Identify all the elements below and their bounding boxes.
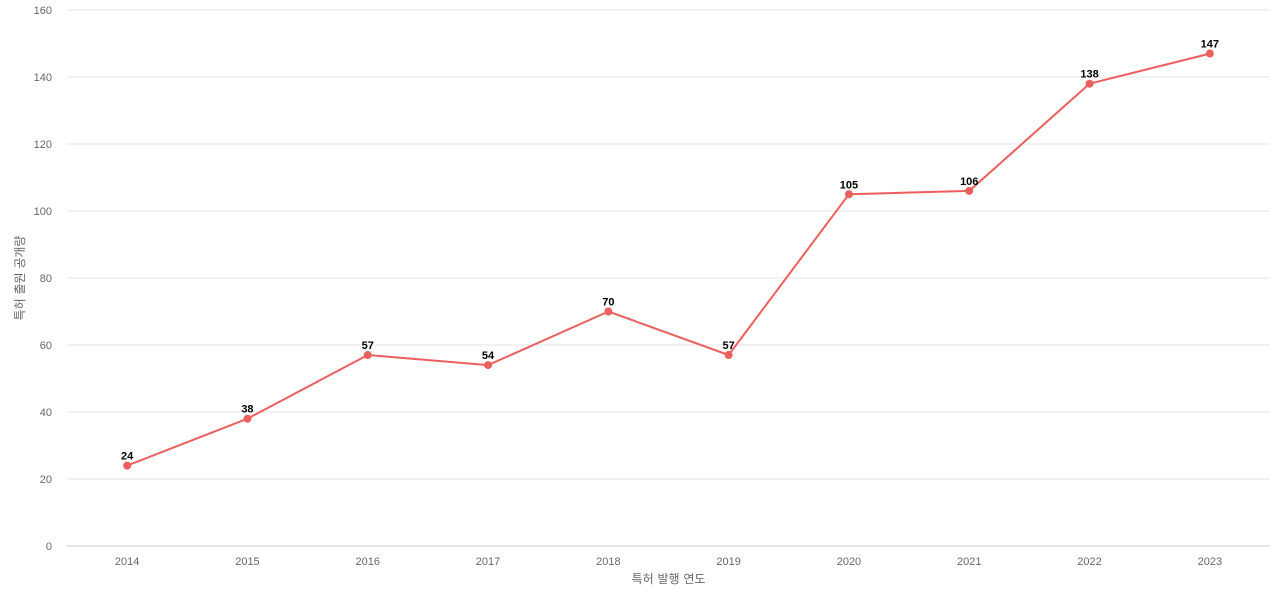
x-tick-label: 2018 — [596, 556, 620, 568]
y-axis-ticks: 0 20 40 60 80 100 120 140 160 — [34, 5, 52, 553]
x-tick-label: 2019 — [716, 556, 740, 568]
y-tick-label: 120 — [34, 139, 52, 151]
x-tick-label: 2016 — [356, 556, 380, 568]
data-label: 57 — [362, 340, 374, 352]
data-labels: 24 38 57 54 70 57 105 106 138 147 — [121, 39, 1219, 463]
y-tick-label: 0 — [46, 541, 52, 553]
data-label: 147 — [1201, 39, 1219, 51]
y-tick-label: 100 — [34, 206, 52, 218]
y-grid — [67, 9, 1270, 480]
data-label: 57 — [723, 340, 735, 352]
x-tick-label: 2022 — [1077, 556, 1101, 568]
x-tick-label: 2021 — [957, 556, 981, 568]
x-tick-label: 2023 — [1198, 556, 1222, 568]
data-label: 54 — [482, 350, 495, 362]
data-label: 106 — [960, 176, 978, 188]
data-label: 24 — [121, 451, 134, 463]
data-label: 105 — [840, 179, 858, 191]
data-point — [243, 414, 252, 423]
data-point — [363, 351, 372, 360]
x-axis-title: 특허 발행 연도 — [632, 571, 706, 586]
y-tick-label: 20 — [40, 474, 52, 486]
data-point — [724, 351, 733, 360]
data-point — [965, 186, 974, 195]
data-point — [1085, 79, 1094, 88]
x-tick-label: 2014 — [115, 556, 139, 568]
data-point — [484, 361, 493, 370]
y-tick-label: 40 — [40, 407, 52, 419]
x-tick-label: 2015 — [235, 556, 259, 568]
data-point — [123, 461, 132, 470]
series-line — [126, 52, 1211, 467]
y-tick-label: 80 — [40, 273, 52, 285]
x-axis-ticks: 2014 2015 2016 2017 2018 2019 2020 2021 2022 2023 — [115, 556, 1222, 568]
x-tick-label: 2017 — [476, 556, 500, 568]
series-layer: 24 38 57 54 70 57 105 106 138 147 — [121, 39, 1219, 470]
data-point — [844, 190, 853, 199]
y-tick-label: 60 — [40, 340, 52, 352]
data-label: 138 — [1080, 69, 1098, 81]
y-axis-title: 특허 출원 공개량 — [13, 236, 27, 321]
y-tick-label: 160 — [34, 5, 52, 17]
data-point — [1205, 49, 1214, 58]
data-point — [604, 307, 613, 316]
y-tick-label: 140 — [34, 72, 52, 84]
data-label: 38 — [241, 404, 253, 416]
data-label: 70 — [602, 297, 614, 309]
data-points — [123, 49, 1214, 470]
x-tick-label: 2020 — [837, 556, 861, 568]
